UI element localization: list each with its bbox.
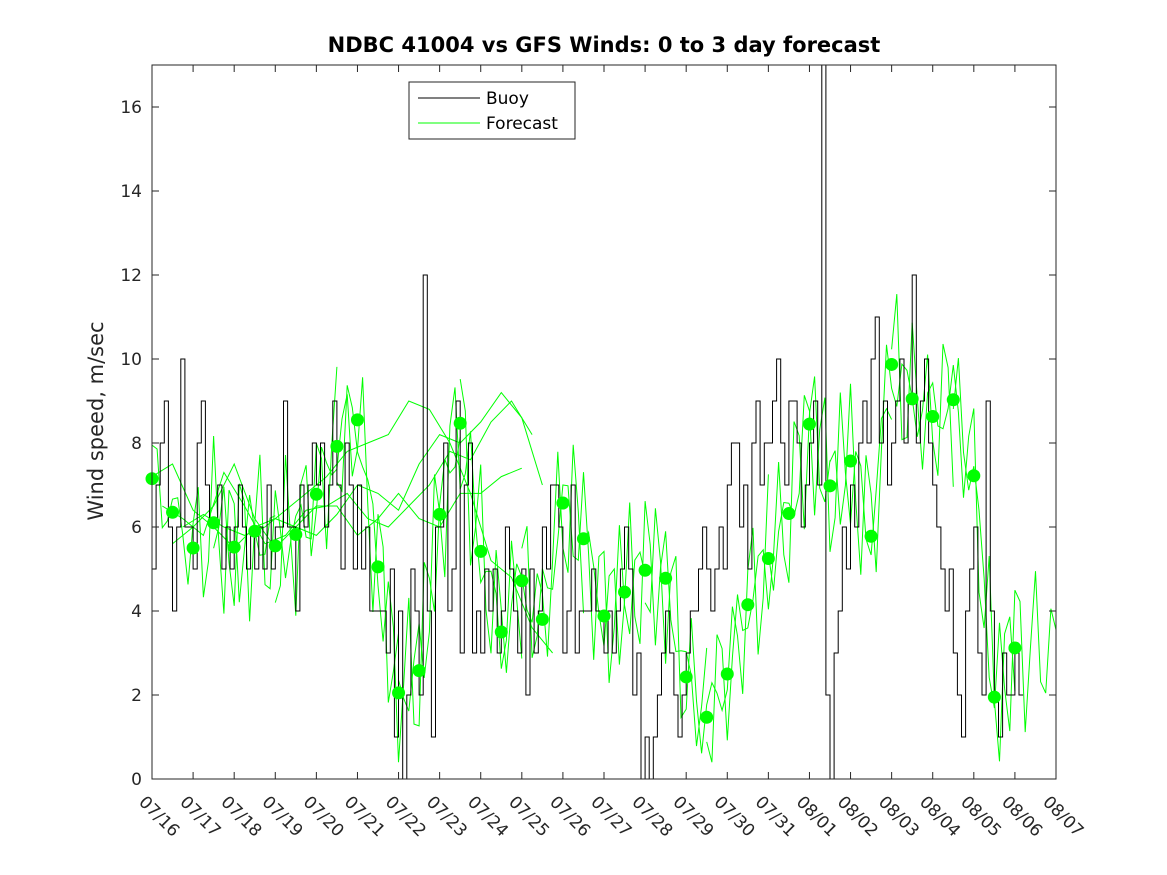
forecast-marker — [289, 528, 303, 542]
forecast-marker — [556, 496, 570, 510]
y-tick-label: 14 — [120, 182, 142, 202]
forecast-marker — [412, 664, 426, 678]
plot-area — [145, 64, 1057, 780]
forecast-marker — [864, 529, 878, 543]
forecast-member-line — [162, 400, 533, 545]
forecast-marker — [392, 686, 406, 700]
forecast-marker — [515, 574, 529, 588]
y-tick-label: 0 — [131, 770, 142, 790]
y-tick-label: 2 — [131, 686, 142, 706]
forecast-markers — [145, 357, 1022, 724]
forecast-member-line — [182, 400, 553, 654]
forecast-line — [644, 474, 769, 754]
buoy-series — [152, 64, 1024, 780]
forecast-marker — [638, 563, 652, 577]
forecast-marker — [885, 357, 899, 371]
forecast-line — [336, 385, 461, 763]
forecast-marker — [494, 625, 508, 639]
forecast-marker — [227, 540, 241, 554]
forecast-marker — [330, 439, 344, 453]
forecast-marker — [576, 532, 590, 546]
buoy-step-line — [152, 64, 1024, 780]
chart-title: NDBC 41004 vs GFS Winds: 0 to 3 day fore… — [328, 33, 881, 57]
forecast-marker — [782, 507, 796, 521]
forecast-marker — [741, 598, 755, 612]
y-tick-label: 6 — [131, 518, 142, 538]
forecast-marker — [720, 667, 734, 681]
forecast-marker — [453, 416, 467, 430]
legend: Buoy Forecast — [408, 81, 576, 140]
forecast-line — [829, 343, 954, 575]
y-tick-label: 16 — [120, 98, 142, 118]
forecast-marker — [659, 571, 673, 585]
y-tick-label: 10 — [120, 350, 142, 370]
forecast-marker — [844, 454, 858, 468]
forecast-marker — [166, 505, 180, 519]
forecast-marker — [268, 539, 282, 553]
forecast-line — [767, 392, 893, 591]
forecast-marker — [474, 544, 488, 558]
forecast-marker — [946, 393, 960, 407]
forecast-line — [952, 358, 1057, 733]
legend-label-buoy: Buoy — [486, 89, 529, 109]
forecast-marker — [1008, 641, 1022, 655]
forecast-marker — [700, 710, 714, 724]
y-axis-label: Wind speed, m/sec — [84, 321, 108, 520]
y-axis: 0 2 4 6 8 10 12 14 16 — [120, 98, 1056, 790]
forecast-marker — [823, 479, 837, 493]
legend-label-forecast: Forecast — [486, 114, 558, 134]
forecast-marker — [535, 612, 549, 626]
forecast-marker — [186, 541, 200, 555]
forecast-marker — [905, 392, 919, 406]
y-tick-label: 8 — [131, 434, 142, 454]
forecast-marker — [433, 507, 447, 521]
y-tick-label: 4 — [131, 602, 142, 622]
forecast-marker — [987, 690, 1001, 704]
forecast-marker — [618, 585, 632, 599]
forecast-marker — [761, 552, 775, 565]
y-tick-label: 12 — [120, 266, 142, 286]
forecast-marker — [350, 413, 364, 427]
forecast-marker — [967, 469, 981, 483]
forecast-marker — [207, 516, 221, 530]
forecast-marker — [926, 410, 940, 424]
forecast-marker — [679, 670, 693, 684]
forecast-marker — [248, 524, 262, 538]
axes-background — [152, 65, 1056, 779]
forecast-marker — [597, 609, 611, 623]
forecast-marker — [802, 417, 816, 431]
forecast-marker — [309, 487, 323, 501]
forecast-marker — [371, 560, 385, 574]
legend-box — [408, 81, 576, 140]
